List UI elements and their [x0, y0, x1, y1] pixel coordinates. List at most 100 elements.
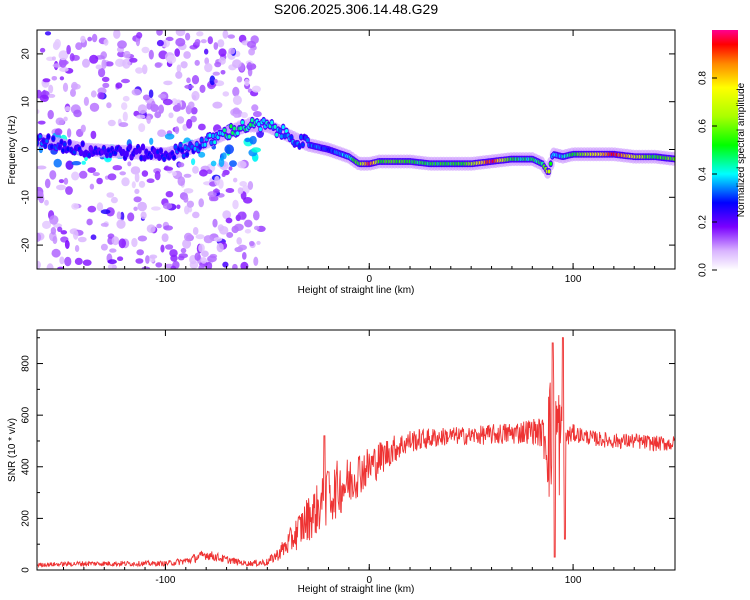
noise-blob: [42, 220, 51, 229]
noise-blob: [55, 117, 65, 126]
noise-blob: [89, 54, 99, 64]
noise-blob: [66, 44, 71, 55]
noise-blob: [138, 123, 146, 133]
noise-blob: [82, 259, 92, 266]
noise-blob: [145, 255, 150, 264]
ridge-cell: [128, 144, 132, 149]
x-tick-label: -100: [155, 274, 175, 285]
noise-blob: [200, 257, 207, 264]
spectrogram-x-label: Height of straight line (km): [298, 285, 415, 296]
noise-blob: [226, 232, 234, 238]
noise-blob: [137, 104, 147, 114]
noise-blob: [37, 232, 42, 242]
ridge-cell: [185, 152, 189, 157]
y-tick-label: 0: [21, 146, 32, 152]
noise-blob: [192, 227, 199, 235]
ridge-cell: [58, 144, 62, 149]
noise-blob: [74, 257, 83, 265]
noise-blob: [184, 205, 190, 215]
noise-blob: [134, 188, 140, 194]
colorbar-ticks: 0.0 0.2 0.4 0.6 0.8: [698, 71, 717, 277]
noise-blob: [64, 106, 71, 112]
ridge-cell: [108, 152, 112, 157]
noise-blob: [80, 35, 86, 43]
noise-blob: [118, 238, 127, 249]
noise-blob: [214, 175, 220, 186]
noise-blob: [248, 48, 256, 56]
noise-blob: [131, 88, 142, 96]
noise-blob: [127, 212, 135, 222]
spectrogram-marks: [37, 30, 675, 269]
noise-blob: [198, 123, 206, 131]
noise-blob: [251, 85, 261, 93]
noise-blob: [138, 180, 146, 188]
y-tick-label: 400: [21, 458, 32, 475]
noise-blob: [121, 102, 128, 110]
noise-blob: [70, 88, 76, 98]
ridge-cell: [157, 155, 161, 160]
ridge-cell: [273, 124, 277, 129]
noise-blob: [224, 144, 234, 155]
noise-blob: [136, 32, 143, 39]
noise-blob: [192, 166, 199, 174]
y-tick-label: 0: [21, 567, 32, 573]
ridge-cell: [141, 145, 145, 149]
noise-blob: [158, 93, 167, 99]
noise-blob: [101, 59, 107, 70]
noise-blob: [185, 32, 191, 41]
noise-blob: [122, 58, 131, 69]
ridge-cell: [172, 155, 176, 160]
noise-blob: [112, 165, 123, 171]
noise-blob: [194, 39, 201, 45]
noise-blob: [109, 248, 117, 253]
ridge-cell: [152, 149, 156, 154]
noise-blob: [165, 191, 174, 198]
ridge-cell: [43, 143, 47, 148]
noise-blob: [207, 191, 217, 198]
noise-blob: [184, 232, 193, 242]
ridge-cell: [299, 135, 303, 140]
noise-blob: [117, 256, 124, 262]
y-tick-label: -20: [21, 237, 32, 252]
noise-blob: [52, 236, 58, 244]
noise-blob: [210, 160, 217, 167]
noise-blob: [198, 151, 206, 158]
y-tick-label: 800: [21, 355, 32, 372]
noise-blob: [212, 188, 220, 193]
noise-blob: [232, 199, 239, 210]
noise-blob: [51, 248, 61, 258]
noise-blob: [64, 240, 70, 249]
noise-blob: [232, 107, 240, 115]
noise-blob: [74, 245, 80, 252]
noise-blob: [246, 62, 253, 71]
noise-blob: [111, 236, 120, 246]
noise-blob: [222, 210, 232, 220]
noise-blob: [186, 200, 194, 208]
noise-blob: [123, 50, 131, 59]
noise-blob: [44, 199, 49, 206]
noise-blob: [194, 252, 201, 261]
noise-blob: [175, 30, 186, 37]
noise-blob: [246, 40, 257, 49]
noise-blob: [149, 137, 154, 145]
noise-blob: [170, 265, 177, 269]
ridge-cell: [138, 148, 142, 153]
ridge-cell: [143, 156, 147, 161]
noise-blob: [213, 78, 218, 84]
noise-blob: [105, 61, 114, 67]
noise-blob: [42, 78, 51, 83]
noise-blob: [253, 111, 262, 118]
ridge-cell: [229, 124, 233, 129]
ridge-cell: [239, 126, 243, 131]
noise-blob: [242, 252, 247, 260]
ridge-cell: [283, 134, 287, 138]
noise-blob: [244, 219, 253, 228]
ridge-cell: [45, 139, 49, 143]
noise-blob: [213, 42, 219, 50]
noise-blob: [122, 95, 130, 102]
noise-blob: [162, 202, 173, 210]
noise-blob: [174, 48, 180, 57]
x-tick-label: -100: [155, 575, 175, 586]
ridge-cell: [59, 140, 64, 145]
ridge-cell: [547, 169, 551, 174]
